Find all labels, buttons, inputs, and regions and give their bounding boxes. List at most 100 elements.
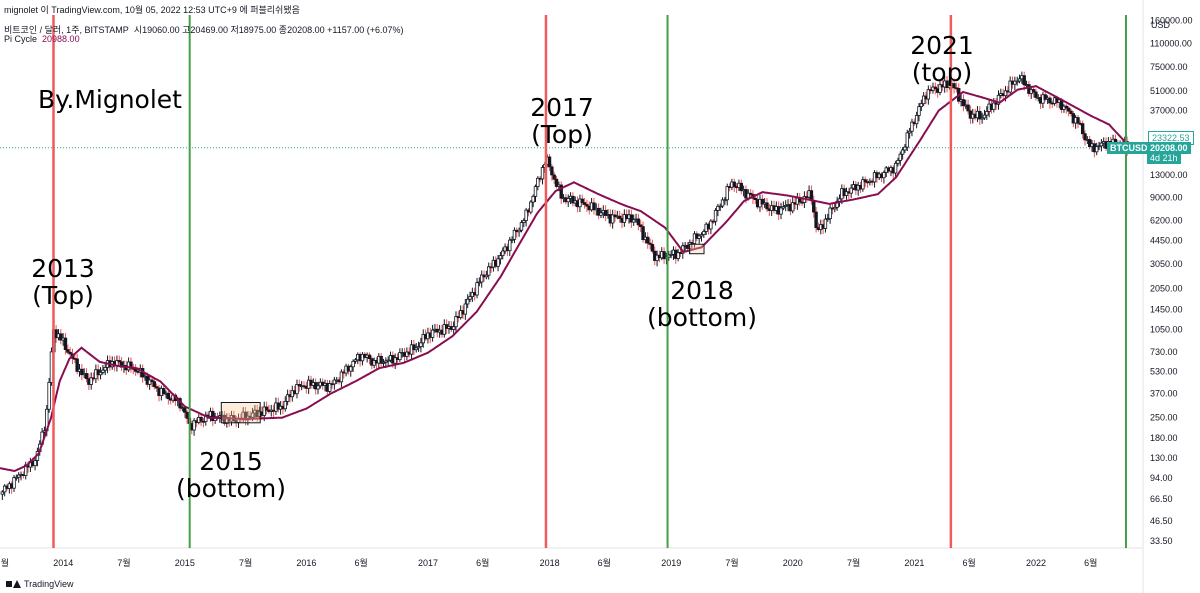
candle-body [1017,78,1022,82]
candle-body [412,344,416,351]
candle-body [477,281,482,284]
candle-body [508,239,512,252]
candle-body [945,80,949,89]
currency-label: USD [1151,20,1171,30]
candle-body [900,149,905,155]
y-tick-label: 51000.00 [1150,86,1188,96]
candle-body [1013,80,1017,85]
y-tick-label: 3050.00 [1150,259,1183,269]
y-tick-label: 46.50 [1150,516,1173,526]
candle-body [468,296,472,300]
annotation-2018-bottom: 2018 (bottom) [640,277,764,331]
candle-body [211,410,215,422]
candle-body [662,251,666,260]
candle-body [451,326,456,330]
candle-body [1076,117,1080,124]
candle-body [328,383,332,392]
candle-body [498,255,503,260]
candle-body [1043,94,1047,100]
candle-body [1034,91,1038,98]
candle-body [952,83,956,89]
x-tick-label: 2021 [904,558,924,568]
candle-body [531,195,535,203]
candle-body [264,406,269,411]
x-tick-label: 2018 [540,558,560,568]
candle-body [760,198,765,205]
candle-body [414,347,418,351]
candle-body [629,214,634,223]
candle-body [386,359,390,362]
indicator-legend[interactable]: Pi Cycle 20988.00 [4,34,80,44]
candle-body [101,369,105,373]
candle-body [849,187,853,194]
candle-body [861,179,865,190]
candle-body [14,476,19,479]
y-tick-label: 1050.00 [1150,324,1183,334]
countdown-tag: 4d 21h [1147,152,1181,164]
x-tick-label: 월 [1,557,9,568]
candle-body [896,160,900,164]
candle-body [398,352,402,361]
candle-body [351,360,355,368]
candle-body [863,179,867,183]
candle-body [1031,89,1036,93]
candle-body [903,146,907,151]
y-tick-label: 4450.00 [1150,236,1183,246]
candle-body [147,379,152,385]
x-tick-label: 6월 [962,557,975,568]
y-tick-label: 730.00 [1150,347,1178,357]
x-tick-label: 2020 [783,558,803,568]
x-tick-label: 6월 [476,557,489,568]
candle-body [1008,80,1012,93]
x-tick-label: 7월 [239,557,252,568]
y-tick-label: 370.00 [1150,389,1178,399]
candle-body [1015,80,1019,83]
annotation-2013-year: 2013 [31,254,95,283]
candle-body [585,204,589,207]
annotation-2013-label: (Top) [32,281,94,310]
candle-body [496,258,500,267]
candle-body [938,84,942,93]
candle-body [547,156,552,168]
symbol-label[interactable]: 비트코인 / 달러, 1주, BITSTAMP [4,25,129,35]
candle-body [75,358,79,372]
publish-info: mignolet 이 TradingView.com, 10월 05, 2022… [4,5,300,15]
candle-body [540,167,545,180]
candle-body [980,117,984,120]
candle-body [297,384,302,387]
candle-body [463,303,468,315]
candle-body [835,200,839,208]
x-tick-label: 6월 [598,557,611,568]
annotation-2013-top: 2013 (Top) [18,255,108,309]
candle-body [933,86,938,90]
candle-body [519,222,524,231]
x-tick-label: 2017 [418,558,438,568]
candle-body [381,361,386,364]
candle-body [1027,84,1031,94]
candle-body [699,234,704,237]
x-tick-label: 2022 [1026,558,1046,568]
annotation-2015-bottom: 2015 (bottom) [170,448,292,502]
footer-brand[interactable]: TradingView [6,579,74,589]
candle-body [524,209,528,221]
candle-body [828,207,832,219]
x-tick-label: 6월 [1084,557,1097,568]
candle-body [465,298,470,305]
indicator-value: 20988.00 [42,34,80,44]
annotation-2018-label: (bottom) [647,303,757,332]
pi-cycle-line [0,85,1130,473]
candle-body [582,202,587,205]
candle-body [192,420,196,431]
candle-body [529,201,533,213]
candle-body [487,266,491,276]
candle-body [84,373,89,380]
candle-body [103,367,107,371]
candle-body [812,200,816,213]
candle-body [2,485,7,493]
candle-body [898,153,902,161]
candle-body [917,106,921,116]
candle-body [349,366,353,372]
symbol-ohlc: 비트코인 / 달러, 1주, BITSTAMP 시19060.00 고20469… [4,23,404,36]
candle-body [753,197,757,200]
